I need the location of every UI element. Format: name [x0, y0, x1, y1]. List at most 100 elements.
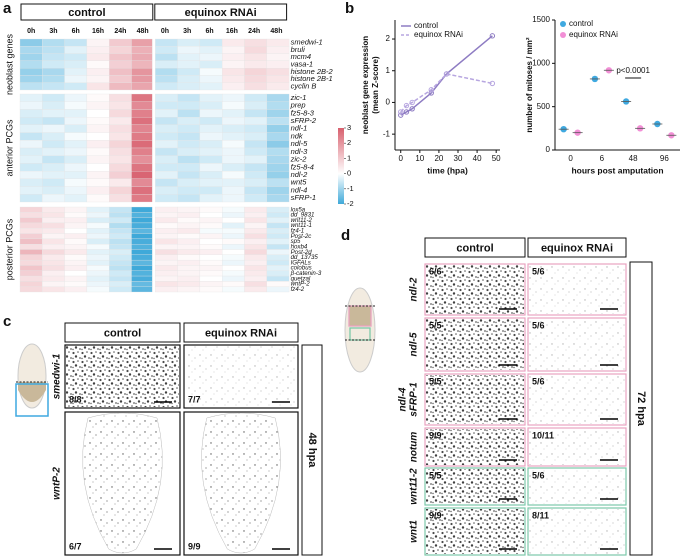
- colorbar-tick-label: 2: [347, 138, 351, 147]
- y-tick-label: 500: [537, 102, 551, 111]
- heatmap-cell: [222, 212, 245, 218]
- heatmap-cell: [42, 233, 65, 240]
- heatmap-cell: [86, 238, 110, 245]
- heatmap-cell: [86, 254, 110, 261]
- heatmap-cell: [86, 38, 110, 47]
- heatmap-cell: [244, 275, 267, 282]
- heatmap-cell: [199, 46, 223, 54]
- gene-label: sFRP-2: [291, 116, 317, 125]
- heatmap-cell: [199, 101, 223, 110]
- series-point: [403, 109, 410, 115]
- heatmap-cell: [222, 75, 245, 83]
- sample-count: 8/8: [69, 394, 82, 404]
- heatmap-cell: [222, 140, 245, 149]
- heatmap-cell: [244, 147, 267, 156]
- gene-label: wnt11-1: [291, 222, 312, 229]
- heatmap-cell: [131, 116, 153, 126]
- heatmap-cell: [199, 228, 223, 234]
- sample-count: 7/7: [188, 394, 201, 404]
- heatmap-cell: [86, 147, 110, 156]
- heatmap-cell: [131, 82, 153, 91]
- heatmap-cell: [222, 270, 245, 277]
- heatmap-cell: [131, 140, 153, 149]
- legend-label: equinox RNAi: [414, 30, 463, 39]
- legend-label: control: [569, 19, 593, 28]
- header-box: [154, 3, 288, 21]
- column-header: control: [456, 242, 493, 254]
- heatmap-cell: [131, 206, 153, 213]
- timepoint-label: 6h: [205, 28, 213, 35]
- heatmap-cell: [222, 281, 245, 287]
- gene-label: sp5: [291, 238, 301, 245]
- y-tick-label: 1500: [532, 15, 550, 24]
- heatmap-cell: [64, 155, 88, 164]
- heatmap-cell: [42, 53, 65, 62]
- heatmap-cell: [42, 270, 65, 277]
- heatmap-cell: [266, 286, 290, 293]
- panel-label: d: [341, 227, 350, 244]
- heatmap-cell: [109, 109, 132, 118]
- colorbar-tick-label: 3: [347, 123, 351, 132]
- heatmap-cell: [86, 124, 110, 133]
- gene-label: lox5a: [291, 206, 306, 213]
- sample-count: 9/9: [429, 430, 442, 440]
- heatmap-cell: [64, 75, 88, 83]
- heatmap-cell: [42, 275, 65, 282]
- x-tick-label: 40: [473, 154, 482, 163]
- heatmap-cell: [222, 170, 245, 180]
- heatmap-cell: [155, 60, 178, 69]
- heatmap-cell: [266, 275, 290, 282]
- heatmap-cell: [266, 228, 290, 234]
- heatmap-cell: [266, 270, 290, 277]
- series-line: [400, 35, 493, 116]
- gene-label: colobus: [291, 265, 312, 272]
- heatmap-cell: [199, 254, 223, 261]
- heatmap-cell: [86, 249, 110, 255]
- heatmap-cell: [155, 259, 178, 266]
- heatmap-cell: [266, 82, 290, 91]
- heatmap-cell: [199, 38, 223, 47]
- heatmap-cell: [131, 75, 153, 83]
- timepoint-label: 3h: [49, 28, 57, 35]
- series-line: [400, 73, 493, 113]
- heatmap-cell: [244, 206, 267, 213]
- heatmap-cell: [222, 206, 245, 213]
- heatmap-cell: [222, 132, 245, 141]
- heatmap-cell: [131, 186, 153, 195]
- header-box: [183, 322, 299, 343]
- heatmap-cell: [222, 38, 245, 47]
- heatmap-cell: [86, 109, 110, 118]
- heatmap-cell: [177, 249, 201, 255]
- micrograph-signal: [529, 265, 625, 314]
- heatmap-cell: [222, 124, 245, 133]
- heatmap-cell: [42, 67, 65, 76]
- heatmap-cell: [155, 163, 178, 172]
- micrograph-signal: [529, 375, 625, 424]
- sample-count: 5/5: [429, 376, 442, 386]
- heatmap-cell: [155, 38, 178, 47]
- heatmap-cell: [131, 109, 153, 118]
- heatmap-cell: [199, 170, 223, 180]
- heatmap-cell: [244, 178, 267, 187]
- heatmap-cell: [86, 186, 110, 195]
- gene-label: ndl-1: [291, 124, 308, 133]
- heatmap-cell: [177, 75, 201, 83]
- micrograph-signal: [529, 469, 625, 504]
- heatmap-cell: [177, 194, 201, 203]
- heatmap-cell: [19, 60, 43, 69]
- y-axis-label: (mean Z-score): [371, 56, 380, 114]
- heatmap-cell: [64, 147, 88, 156]
- heatmap-cell: [199, 206, 223, 213]
- heatmap-cell: [131, 259, 153, 266]
- gene-label: hoxb4: [291, 243, 308, 250]
- gene-label: quetzal: [291, 275, 311, 282]
- y-tick-label: 0: [546, 145, 551, 154]
- heatmap-cell: [131, 265, 153, 271]
- heatmap-cell: [199, 60, 223, 69]
- heatmap-cell: [109, 244, 132, 250]
- heatmap-cell: [19, 238, 43, 245]
- heatmap-cell: [131, 270, 153, 277]
- heatmap-cell: [222, 259, 245, 266]
- group-label: neoblast genes: [4, 33, 14, 95]
- heatmap-cell: [42, 281, 65, 287]
